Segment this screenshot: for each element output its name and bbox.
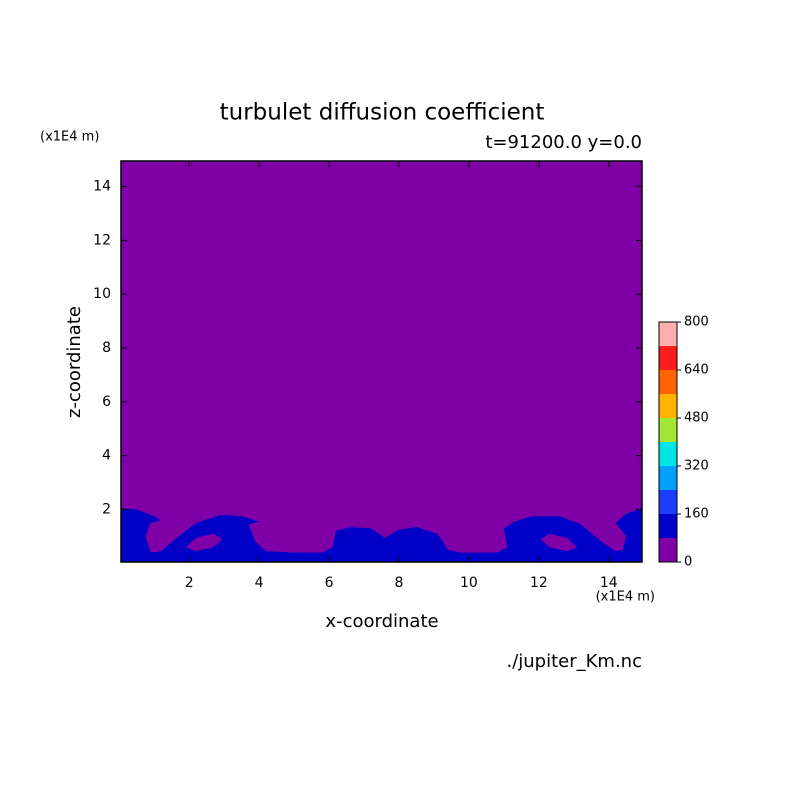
colorbar-label: 0 bbox=[684, 555, 692, 570]
plot-frame bbox=[120, 160, 643, 563]
y-tick-label: 8 bbox=[102, 340, 111, 356]
colorbar-label: 320 bbox=[684, 459, 709, 474]
y-tick-label: 14 bbox=[93, 179, 111, 195]
y-tick-label: 6 bbox=[102, 394, 111, 410]
contour-region bbox=[121, 508, 642, 562]
colorbar-band bbox=[659, 466, 677, 490]
colorbar-band bbox=[659, 370, 677, 394]
y-tick-label: 12 bbox=[93, 232, 111, 248]
colorbar-frame bbox=[658, 321, 678, 563]
colorbar-label: 640 bbox=[684, 363, 709, 378]
chart-title: turbulet diffusion coefficient bbox=[220, 100, 545, 126]
x-tick-label: 8 bbox=[395, 575, 404, 591]
colorbar-label: 160 bbox=[684, 507, 709, 522]
x-tick-label: 6 bbox=[325, 575, 334, 591]
colorbar-band bbox=[659, 538, 677, 562]
colorbar-label: 480 bbox=[684, 411, 709, 426]
colorbar-band bbox=[659, 514, 677, 538]
y-tick-label: 4 bbox=[102, 448, 111, 464]
chart-subtitle: t=91200.0 y=0.0 bbox=[485, 132, 642, 153]
x-tick-label: 2 bbox=[185, 575, 194, 591]
contour-region bbox=[185, 533, 223, 552]
field-background bbox=[121, 161, 642, 562]
colorbar-label: 800 bbox=[684, 315, 709, 330]
colorbar-band bbox=[659, 322, 677, 346]
x-axis-label: x-coordinate bbox=[325, 611, 438, 632]
x-tick-label: 10 bbox=[460, 575, 478, 591]
source-label: ./jupiter_Km.nc bbox=[506, 651, 642, 672]
contour-region bbox=[540, 533, 578, 552]
colorbar-band bbox=[659, 394, 677, 418]
y-axis-label: z-coordinate bbox=[64, 306, 85, 418]
y-tick-label: 2 bbox=[102, 502, 111, 518]
colorbar-band bbox=[659, 442, 677, 466]
x-tick-label: 4 bbox=[255, 575, 264, 591]
y-unit: (x1E4 m) bbox=[40, 130, 99, 145]
colorbar-band bbox=[659, 346, 677, 370]
x-unit: (x1E4 m) bbox=[596, 590, 655, 605]
colorbar-band bbox=[659, 418, 677, 442]
x-tick-label: 12 bbox=[530, 575, 548, 591]
colorbar-band bbox=[659, 490, 677, 514]
y-tick-label: 10 bbox=[93, 286, 111, 302]
x-tick-label: 14 bbox=[600, 575, 618, 591]
